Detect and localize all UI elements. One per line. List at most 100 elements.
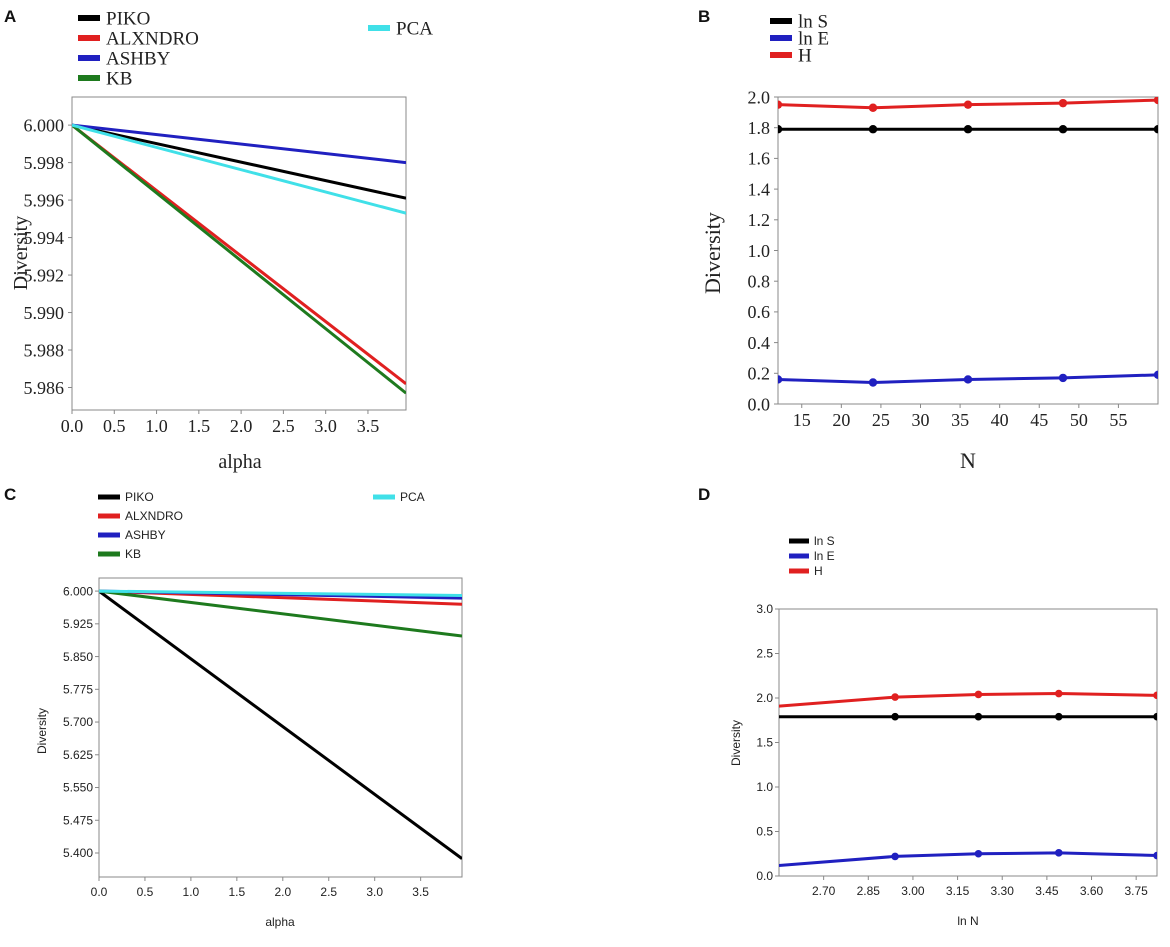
panel-b-y-tick-label: 1.0 <box>748 241 771 261</box>
panel-d-series-ln-s-point <box>1153 712 1157 721</box>
panel-d-series-ln-e-point <box>1054 849 1063 857</box>
panel-b-x-tick-label: 45 <box>1030 410 1048 430</box>
panel-b-series-ln-s-point <box>1153 125 1158 134</box>
panel-b-series-ln-s-point <box>963 125 973 134</box>
panel-b-series-h-point <box>778 100 783 109</box>
panel-c-legend-label: ASHBY <box>125 528 166 542</box>
panel-a-x-tick-label: 3.5 <box>357 416 380 436</box>
panel-a-x-tick-label: 2.5 <box>272 416 295 436</box>
panel-a-series-ashby-line <box>72 123 406 165</box>
panel-c-x-tick-label: 2.5 <box>320 885 337 899</box>
panel-c-y-tick-label: 5.775 <box>63 683 93 697</box>
panel-a-series-piko-line <box>72 123 406 200</box>
panel-b-legend-swatch <box>770 18 792 24</box>
panel-d-series-h-point <box>891 693 899 701</box>
panel-c-legend-swatch <box>98 551 120 557</box>
panel-b-y-tick-label: 1.2 <box>748 210 771 230</box>
panel-c-y-tick-label: 5.625 <box>63 748 93 762</box>
panel-d-x-tick-label: 2.85 <box>857 884 881 898</box>
panel-d-y-tick-label: 2.0 <box>756 691 773 705</box>
panel-c-legend-label: ALXNDRO <box>125 509 183 523</box>
panel-c-series-piko-line <box>99 589 462 860</box>
panel-b-y-tick-label: 1.8 <box>748 118 771 138</box>
panel-b-x-tick-label: 40 <box>991 410 1009 430</box>
panel-d-x-tick-label: 3.00 <box>901 884 925 898</box>
panel-c-legend-swatch <box>98 513 120 519</box>
panel-a-legend-label: PCA <box>396 19 433 40</box>
panel-d-x-tick-label: 3.60 <box>1080 884 1104 898</box>
panel-a-y-tick-label: 5.988 <box>24 340 65 360</box>
panel-a-y-tick-label: 5.998 <box>24 153 65 173</box>
panel-a-letter: A <box>4 7 16 26</box>
panel-a-legend-label: ALXNDRO <box>106 29 199 50</box>
panel-d-series-ln-s-point <box>1054 712 1063 721</box>
panel-b-y-tick-label: 1.6 <box>748 149 771 169</box>
panel-b-legend-label: H <box>798 46 812 67</box>
panel-c-legend-swatch <box>98 532 120 538</box>
panel-b-x-tick-label: 55 <box>1109 410 1127 430</box>
panel-d-legend-swatch <box>789 538 809 544</box>
panel-a-chart: 0.0 0.5 1.0 1.5 2.0 2.5 3.0 3.5 6.000 5.998 5.996 5… <box>10 9 433 473</box>
panel-d-series-h-point <box>1153 691 1157 700</box>
panel-d-legend-swatch <box>789 568 809 574</box>
panel-c-y-tick-label: 5.400 <box>63 846 93 860</box>
panel-c-y-tick-label: 5.700 <box>63 715 93 729</box>
panel-c-legend-label: KB <box>125 547 141 561</box>
panel-d-y-tick-label: 2.5 <box>756 647 773 661</box>
panel-b-y-tick-label: 0.4 <box>748 333 771 353</box>
panel-c-letter: C <box>4 485 16 504</box>
panel-c-x-axis-label: alpha <box>265 915 295 929</box>
panel-d-series-h-point <box>1054 689 1063 698</box>
panel-b-series-ln-s-point <box>778 125 783 134</box>
panel-d-x-tick-label: 3.45 <box>1035 884 1059 898</box>
panel-a-series-pca-line <box>72 123 406 215</box>
panel-c-y-tick-label: 5.925 <box>63 617 93 631</box>
panel-d-series-ln-e-point <box>1153 851 1157 860</box>
panel-d-legend-swatch <box>789 553 809 559</box>
panel-b-series-ln-e-point <box>963 375 973 384</box>
panel-d-x-axis-label: ln N <box>957 914 978 928</box>
panel-b-x-tick-label: 30 <box>912 410 930 430</box>
panel-c-y-tick-label: 5.850 <box>63 650 93 664</box>
panel-b-legend-label: ln E <box>798 29 829 50</box>
panel-a-x-tick-label: 2.0 <box>230 416 253 436</box>
panel-c-y-tick-label: 5.550 <box>63 781 93 795</box>
panel-c-legend-swatch <box>373 494 395 500</box>
panel-d-x-tick-label: 3.30 <box>991 884 1015 898</box>
panel-d-series-h-point <box>974 690 983 699</box>
panel-a-y-tick-label: 5.992 <box>24 265 65 285</box>
panel-b-x-tick-label: 15 <box>793 410 811 430</box>
panel-c-x-tick-label: 0.5 <box>137 885 154 899</box>
panel-d-series-ln-e-point <box>974 849 983 858</box>
panel-c-y-tick-label: 5.475 <box>63 813 93 827</box>
panel-a-legend-label: PIKO <box>106 9 150 30</box>
panel-b-series-ln-e-point <box>1058 373 1068 383</box>
panel-d-series-ln-s-point <box>754 713 762 721</box>
panel-b-series-ln-e-point <box>1153 370 1158 380</box>
panel-a-x-tick-label: 1.5 <box>188 416 211 436</box>
panel-a-y-axis-label: Diversity <box>10 216 32 290</box>
panel-a-y-tick-label: 5.990 <box>24 303 65 323</box>
panel-d-series-ln-e-point <box>891 852 899 861</box>
panel-b-series-ln-s-point <box>1058 125 1068 134</box>
panel-b-x-axis-label: N <box>960 448 976 473</box>
panel-a-legend-label: KB <box>106 69 132 90</box>
panel-c-series-pca-line <box>99 589 462 597</box>
panel-a-y-tick-label: 5.986 <box>24 378 65 398</box>
panel-b-legend-label: ln S <box>798 12 828 33</box>
panel-a-series-kb-line <box>72 123 406 395</box>
panel-c-plot-frame <box>98 577 463 878</box>
panel-b-plot-frame <box>777 96 1159 405</box>
panel-d-letter: D <box>698 485 710 504</box>
panel-b-series-h-point <box>1153 97 1158 105</box>
panel-c-x-tick-label: 1.5 <box>229 885 246 899</box>
panel-a-x-axis-label: alpha <box>218 451 261 473</box>
panel-b-x-tick-label: 35 <box>951 410 969 430</box>
panel-d-y-axis-label: Diversity <box>729 720 743 766</box>
panel-a-legend-swatch <box>78 55 100 61</box>
panel-c-x-tick-label: 1.0 <box>183 885 200 899</box>
panel-c-y-axis-label: Diversity <box>35 708 49 754</box>
panel-b-y-tick-label: 0.8 <box>748 272 771 292</box>
panel-c-x-tick-label: 3.0 <box>366 885 383 899</box>
